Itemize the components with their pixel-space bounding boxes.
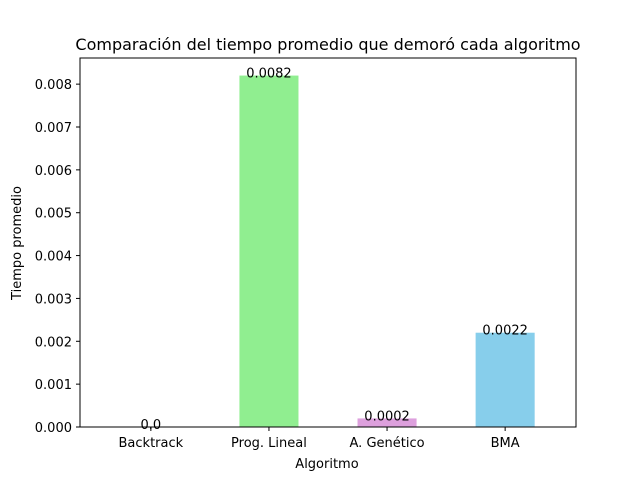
x-tick-label-2: A. Genético	[350, 436, 425, 451]
y-tick-label-8: 0.008	[35, 78, 72, 93]
y-tick-label-5: 0.005	[35, 207, 72, 222]
x-axis-label: Algoritmo	[295, 457, 358, 472]
x-tick-label-3: BMA	[491, 436, 520, 451]
data-label-3: 0.0022	[482, 324, 528, 339]
data-label-1: 0.0082	[246, 67, 292, 82]
bar-2	[357, 418, 417, 427]
y-axis-label: Tiempo promedio	[10, 186, 25, 301]
x-tick-label-1: Prog. Lineal	[231, 436, 307, 451]
y-tick-label-4: 0.004	[35, 250, 72, 265]
y-tick-label-0: 0.000	[35, 421, 72, 436]
y-tick-label-7: 0.007	[35, 121, 72, 136]
y-tick-label-6: 0.006	[35, 164, 72, 179]
plot-area: 0.0 0.0082 0.0002 0.0022 Backtrack Prog. Line…	[35, 57, 577, 451]
y-tick-label-2: 0.002	[35, 335, 72, 350]
y-tick-label-1: 0.001	[35, 378, 72, 393]
x-tick-label-0: Backtrack	[119, 436, 184, 451]
data-label-2: 0.0002	[364, 409, 410, 424]
y-tick-label-3: 0.003	[35, 292, 72, 307]
bar-3	[475, 332, 535, 427]
plot-frame	[79, 57, 577, 428]
bar-1	[239, 75, 299, 428]
data-label-0: 0.0	[141, 418, 162, 433]
chart-title: Comparación del tiempo promedio que demo…	[75, 35, 580, 54]
